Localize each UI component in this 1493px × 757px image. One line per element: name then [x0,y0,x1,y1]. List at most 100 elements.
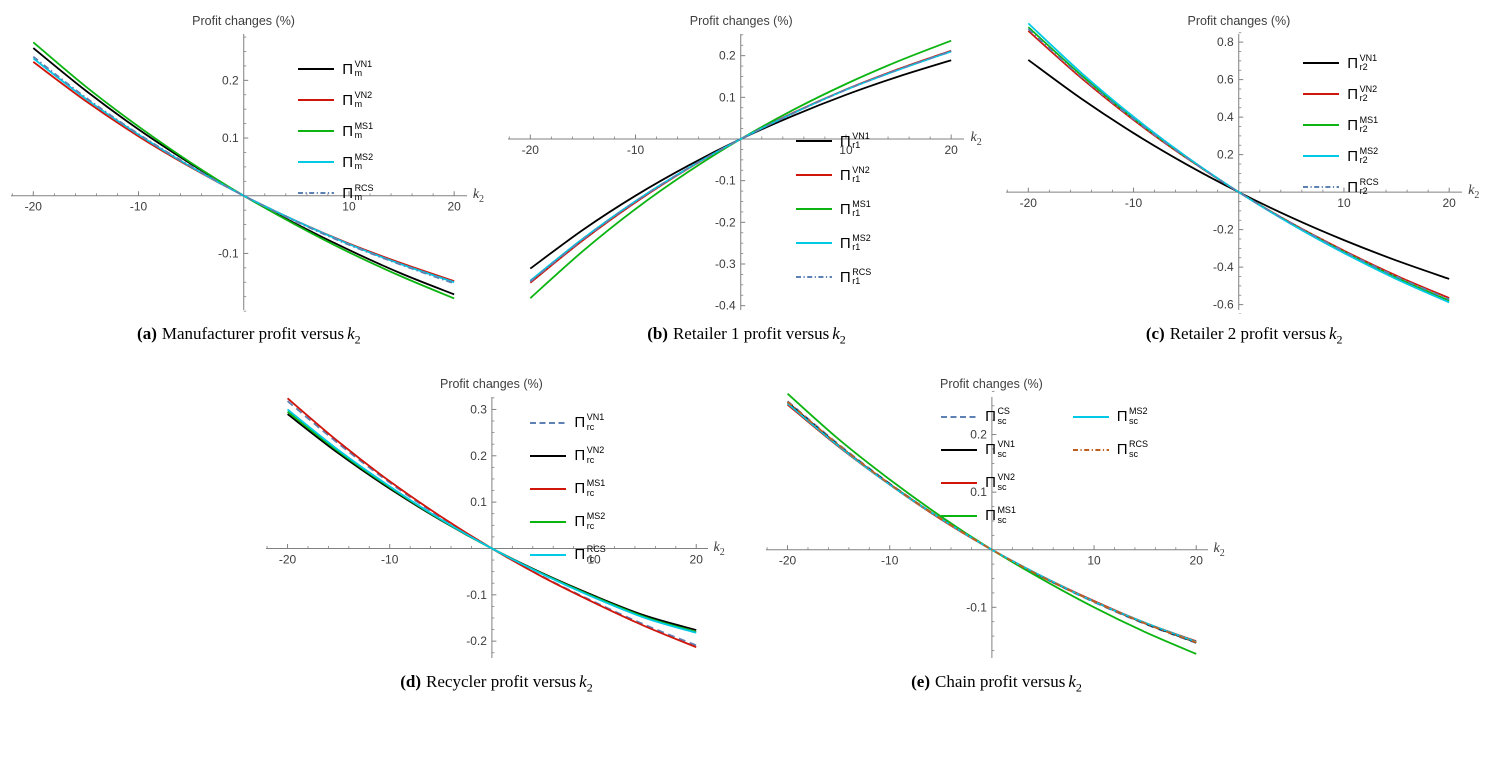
svg-text:-0.2: -0.2 [466,635,487,649]
svg-text:-10: -10 [130,200,148,214]
caption-b: (b) Retailer 1 profit versus k2 [504,324,988,347]
x-axis-label-e: k2 [1214,542,1225,559]
x-var-sub: 2 [1219,547,1225,559]
legend-label: Π VN1 rc [574,412,605,432]
axis-title-a: Profit changes (%) [192,14,295,28]
axis-title-c: Profit changes (%) [1187,14,1291,28]
legend-line-sample [795,174,832,177]
caption-var: k2 [1068,672,1082,695]
x-axis-label-a: k2 [473,187,485,205]
plot-canvas-a: -20 -10 10 20 -0.1 0.1 0.2 [10,22,476,312]
plot-canvas-e: -20 -10 10 20 -0.1 0.1 0.2 [765,391,1217,659]
legend-line-sample [795,208,832,211]
caption-a: (a) Manufacturer profit versus k2 [7,324,491,347]
legend-line-sample [1303,186,1340,189]
legend-item-vn2: Π VN2 sc [940,472,1015,492]
legend-line-sample [1303,93,1340,96]
legend-label: Π VN1 r2 [1347,53,1378,73]
legend-item-ms1: Π MS1 r2 [1302,115,1379,135]
svg-text:-0.1: -0.1 [218,246,239,260]
legend-line-sample [298,68,335,71]
plot-canvas-d: -20 -10 10 20 -0.2 -0.1 0.1 0.2 0.3 [265,386,717,659]
svg-text:10: 10 [587,553,601,567]
legend-line-sample [530,421,567,424]
curve-rcs [786,401,1197,644]
legend-item-rcs: Π RCS sc [1072,439,1148,459]
x-var: k [1468,183,1475,199]
svg-text:-20: -20 [1020,196,1038,210]
curve-rcs [1027,28,1450,301]
legend-label: Π MS1 m [342,121,374,141]
svg-text:-20: -20 [778,554,796,568]
svg-text:0.2: 0.2 [222,73,239,87]
caption-var: k2 [347,324,361,347]
legend-item-vn1: Π VN1 rc [529,412,605,432]
legend-line-sample [530,487,567,490]
caption-text: Recycler profit versus [426,672,577,692]
legend-item-ms1: Π MS1 sc [940,505,1016,525]
legend-item-vn1: Π VN1 m [297,59,372,79]
svg-text:10: 10 [1087,554,1101,568]
chart-a: -20 -10 10 20 -0.1 0.1 0.2 Profit changes (%) … [7,14,491,347]
caption-var: k2 [579,672,593,695]
legend-line-sample [795,140,832,143]
x-var-sub: 2 [479,193,485,205]
legend-label: Π MS2 m [342,152,374,172]
curve-rcs [32,55,455,285]
legend-line-sample [530,520,567,523]
legend-item-ms1: Π MS1 m [297,121,374,141]
svg-text:-10: -10 [881,554,899,568]
legend-item-rcs: Π RCS rc [529,544,606,564]
svg-text:0.2: 0.2 [720,49,737,63]
legend-label: Π MS1 r2 [1347,115,1379,135]
svg-text:0.1: 0.1 [970,486,987,500]
svg-text:0.1: 0.1 [222,131,239,145]
curve-ms2 [1027,22,1450,304]
caption-tag: (a) [137,324,157,343]
axis-title-b: Profit changes (%) [689,14,793,28]
legend-line-sample [530,454,567,457]
axis-title-e: Profit changes (%) [939,377,1043,392]
chart-d: -20 -10 10 20 -0.2 -0.1 0.1 0.2 0.3 Profit chang… [262,377,732,695]
plot-area-d: -20 -10 10 20 -0.2 -0.1 0.1 0.2 0.3 Profit chang… [262,377,732,662]
figure-row-bottom: -20 -10 10 20 -0.2 -0.1 0.1 0.2 0.3 Profit chang… [0,377,1493,695]
svg-text:-0.6: -0.6 [1213,298,1234,312]
legend-line-sample [530,553,567,556]
legend-line-sample [795,242,832,245]
caption-tag: (d) [400,672,422,692]
legend-line-sample [941,448,978,451]
chart-c: -20 -10 10 20 -0.6 -0.4 -0.2 0.2 0.4 0.6 0.8 Profi… [1002,14,1486,347]
legend-item-ms2: Π MS2 sc [1072,406,1148,426]
legend-line-sample [298,99,335,102]
legend-label: Π MS2 r2 [1347,146,1379,166]
chart-b: -20 -10 10 20 -0.4 -0.3 -0.2 -0.1 0.1 0.2 Profit … [504,14,988,347]
x-var: k [970,130,977,145]
svg-text:-0.2: -0.2 [1213,223,1234,237]
legend-label: Π MS2 rc [574,511,606,531]
svg-text:0.3: 0.3 [470,403,487,417]
legend-item-vn2: Π VN2 r1 [795,165,870,185]
legend-line-sample [941,481,978,484]
legend-item-vn2: Π VN2 m [297,90,372,110]
figure-row-top: -20 -10 10 20 -0.1 0.1 0.2 Profit changes (%) … [0,14,1493,347]
svg-text:-0.1: -0.1 [466,588,487,602]
svg-text:0.4: 0.4 [1217,110,1234,124]
svg-text:20: 20 [945,143,959,157]
svg-text:0.2: 0.2 [970,428,987,442]
legend-line-sample [1303,62,1340,65]
caption-tag: (b) [647,324,668,343]
legend-item-rcs: Π RCS r1 [795,267,872,287]
x-var-sub: 2 [1474,189,1480,201]
legend-line-sample [941,514,978,517]
legend-label: Π RCS m [342,183,374,203]
legend-label: Π MS2 r1 [839,233,871,253]
legend-label: Π RCS r1 [839,267,872,287]
curve-rcs [286,409,696,635]
svg-text:-0.4: -0.4 [716,299,737,313]
curve-vn1 [286,400,697,647]
legend-line-sample [298,130,335,133]
plot-canvas-c: -20 -10 10 20 -0.6 -0.4 -0.2 0.2 0.4 0.6 0.8 [1006,22,1471,314]
legend-label: Π VN2 r2 [1347,84,1378,104]
svg-text:-0.1: -0.1 [966,601,987,615]
